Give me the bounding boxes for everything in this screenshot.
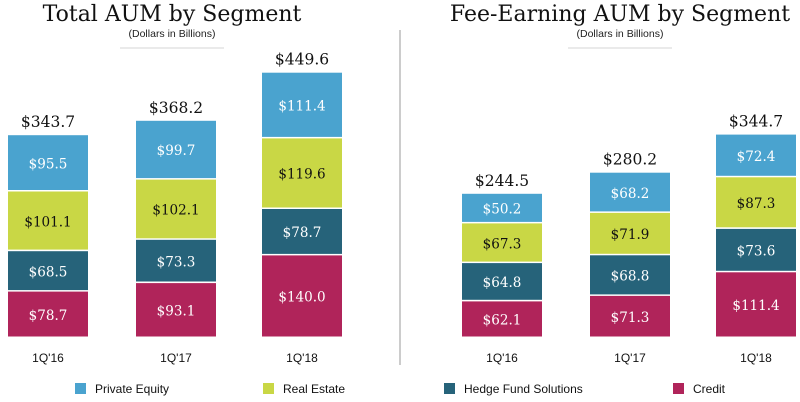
bar-segment-private-equity	[8, 135, 88, 190]
legend-swatch-real-estate	[263, 383, 274, 394]
data-label-real-estate: $101.1	[24, 214, 71, 230]
data-label-real-estate: $87.3	[737, 196, 776, 212]
legend-label-private-equity: Private Equity	[95, 382, 169, 396]
bar-segment-private-equity	[590, 172, 670, 212]
data-label-real-estate: $119.6	[278, 167, 325, 183]
data-label-credit: $62.1	[483, 313, 522, 329]
x-tick-label: 1Q'17	[614, 351, 646, 365]
legend: Private Equity Real Estate Hedge Fund Solu…	[75, 382, 726, 396]
bar-segment-credit	[716, 272, 796, 337]
data-label-hedge-fund-solutions: $78.7	[283, 225, 322, 241]
bar-segment-private-equity	[462, 193, 542, 222]
bar-segment-credit	[8, 291, 88, 337]
bar-total-label: $368.2	[149, 99, 203, 117]
bar-segment-hedge-fund-solutions	[462, 263, 542, 300]
chart-title: Total AUM by Segment	[43, 2, 302, 27]
bar-segment-hedge-fund-solutions	[716, 228, 796, 271]
chart-fee-earning-aum: Fee-Earning AUM by Segment(Dollars in Bi…	[450, 2, 796, 365]
x-tick-label: 1Q'16	[32, 351, 64, 365]
legend-label-real-estate: Real Estate	[283, 382, 345, 396]
bar-segment-real-estate	[590, 212, 670, 254]
bar-segment-credit	[462, 301, 542, 337]
bar-segment-real-estate	[462, 223, 542, 262]
legend-swatch-private-equity	[75, 383, 86, 394]
bar-segment-private-equity	[716, 134, 796, 176]
data-label-real-estate: $102.1	[152, 203, 199, 219]
bar-total-label: $449.6	[275, 51, 329, 69]
legend-label-hedge-fund-solutions: Hedge Fund Solutions	[464, 382, 583, 396]
x-tick-label: 1Q'16	[486, 351, 518, 365]
bar-total-label: $343.7	[21, 113, 75, 131]
data-label-private-equity: $95.5	[29, 156, 68, 172]
bar-segment-real-estate	[262, 138, 342, 208]
bar-segment-private-equity	[136, 120, 216, 179]
data-label-private-equity: $68.2	[611, 186, 650, 202]
data-label-credit: $78.7	[29, 308, 68, 324]
bar-segment-hedge-fund-solutions	[136, 239, 216, 282]
bar-segment-real-estate	[716, 177, 796, 228]
data-label-hedge-fund-solutions: $68.5	[29, 264, 68, 280]
data-label-private-equity: $111.4	[278, 99, 325, 115]
data-label-credit: $140.0	[278, 290, 325, 306]
data-label-hedge-fund-solutions: $73.3	[157, 254, 196, 270]
data-label-hedge-fund-solutions: $68.8	[611, 269, 650, 285]
bar-total-label: $344.7	[729, 113, 783, 131]
bar-segment-real-estate	[136, 179, 216, 239]
data-label-real-estate: $67.3	[483, 236, 522, 252]
bar-total-label: $280.2	[603, 151, 657, 169]
x-tick-label: 1Q'17	[160, 351, 192, 365]
chart-total-aum: Total AUM by Segment(Dollars in Billions…	[8, 2, 342, 365]
data-label-credit: $111.4	[732, 298, 779, 314]
legend-swatch-credit	[673, 383, 684, 394]
data-label-real-estate: $71.9	[611, 227, 650, 243]
legend-swatch-hedge-fund-solutions	[444, 383, 455, 394]
data-label-credit: $71.3	[611, 310, 650, 326]
bar-segment-credit	[136, 283, 216, 337]
bar-segment-hedge-fund-solutions	[262, 209, 342, 254]
bar-segment-hedge-fund-solutions	[8, 251, 88, 291]
bar-segment-credit	[590, 295, 670, 337]
x-tick-label: 1Q'18	[286, 351, 318, 365]
data-label-private-equity: $50.2	[483, 202, 522, 218]
legend-label-credit: Credit	[693, 382, 726, 396]
chart-subtitle: (Dollars in Billions)	[129, 28, 216, 40]
bar-segment-private-equity	[262, 72, 342, 137]
data-label-private-equity: $72.4	[737, 149, 776, 165]
bar-segment-credit	[262, 255, 342, 337]
bar-total-label: $244.5	[475, 172, 529, 190]
x-tick-label: 1Q'18	[740, 351, 772, 365]
data-label-private-equity: $99.7	[157, 143, 196, 159]
chart-title: Fee-Earning AUM by Segment	[450, 2, 790, 27]
bar-segment-real-estate	[8, 191, 88, 250]
data-label-credit: $93.1	[157, 304, 196, 320]
data-label-hedge-fund-solutions: $73.6	[737, 244, 776, 260]
bar-segment-hedge-fund-solutions	[590, 255, 670, 295]
data-label-hedge-fund-solutions: $64.8	[483, 275, 522, 291]
chart-subtitle: (Dollars in Billions)	[577, 28, 664, 40]
